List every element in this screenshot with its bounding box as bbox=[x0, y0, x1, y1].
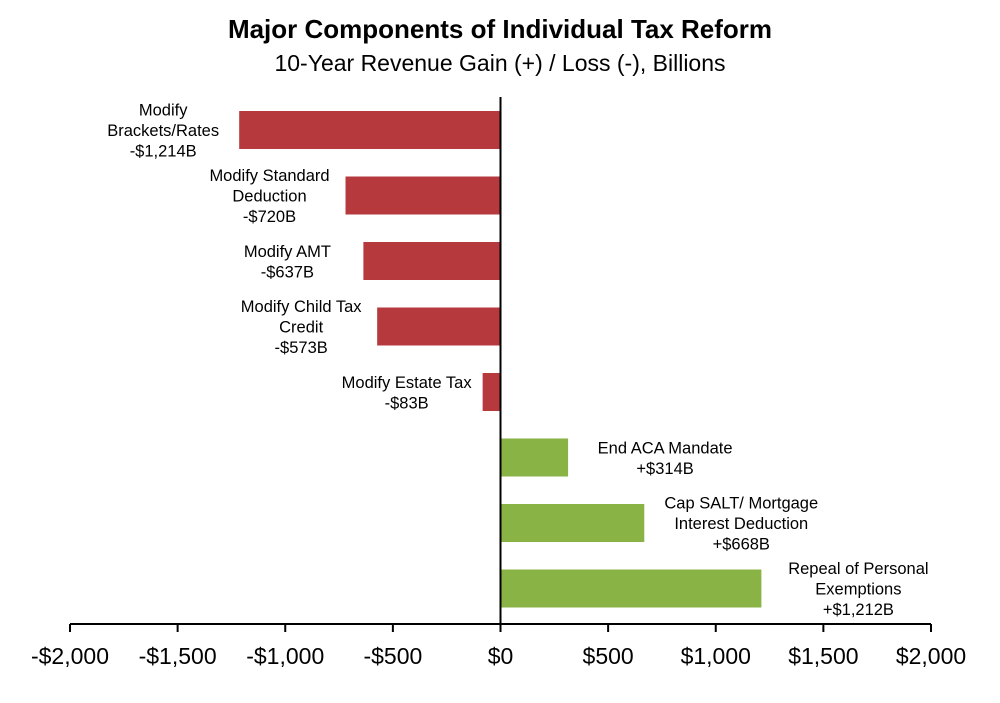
x-tick-label-2: -$1,000 bbox=[246, 643, 324, 669]
x-tick-label-6: $1,000 bbox=[681, 643, 751, 669]
bar-label-line: -$720B bbox=[243, 208, 296, 226]
bar-label-line: Deduction bbox=[232, 188, 306, 206]
bar-label-5: End ACA Mandate +$314B bbox=[598, 439, 733, 478]
x-axis: -$2,000 -$1,500 -$1,000 -$500 $0 $500 $1,000 $1… bbox=[31, 97, 966, 669]
bar-label-line: Exemptions bbox=[815, 581, 901, 599]
bar-5 bbox=[500, 438, 569, 477]
bar-label-line: Modify Child Tax bbox=[241, 298, 362, 316]
bar-label-4: Modify Estate Tax -$83B bbox=[342, 374, 473, 413]
bar-label-line: Repeal of Personal bbox=[788, 560, 928, 578]
bar-label-7: Repeal of Personal Exemptions +$1,212B bbox=[788, 560, 928, 619]
bar-label-3: Modify Child Tax Credit -$573B bbox=[241, 298, 362, 357]
bar-label-6: Cap SALT/ Mortgage Interest Deduction +$66… bbox=[664, 495, 818, 554]
bar-1 bbox=[345, 176, 501, 215]
x-tick-label-4: $0 bbox=[488, 643, 514, 669]
bar-label-line: +$314B bbox=[636, 460, 693, 478]
bar-4 bbox=[482, 373, 501, 411]
bar-label-line: End ACA Mandate bbox=[598, 439, 733, 457]
bar-label-line: +$668B bbox=[713, 536, 770, 554]
x-tick-label-5: $500 bbox=[583, 643, 634, 669]
bar-label-line: Modify AMT bbox=[244, 243, 331, 261]
bar-6 bbox=[500, 504, 645, 542]
bar-label-line: Cap SALT/ Mortgage bbox=[664, 495, 818, 513]
bar-labels-layer: Modify Brackets/Rates -$1,214B Modify Stand… bbox=[107, 102, 928, 620]
bar-2 bbox=[363, 242, 501, 280]
bars-layer bbox=[239, 111, 762, 608]
bar-3 bbox=[377, 307, 501, 346]
bar-label-line: Modify Estate Tax bbox=[342, 374, 473, 392]
bar-label-2: Modify AMT -$637B bbox=[244, 243, 331, 282]
x-tick-label-8: $2,000 bbox=[896, 643, 966, 669]
bar-label-0: Modify Brackets/Rates -$1,214B bbox=[107, 102, 219, 161]
bar-7 bbox=[500, 569, 762, 608]
bar-label-1: Modify Standard Deduction -$720B bbox=[209, 167, 329, 226]
bar-label-line: Brackets/Rates bbox=[107, 122, 219, 140]
chart-title: Major Components of Individual Tax Refor… bbox=[227, 14, 773, 44]
bar-label-line: Credit bbox=[279, 319, 323, 337]
bar-label-line: -$637B bbox=[261, 263, 314, 281]
x-tick-label-0: -$2,000 bbox=[31, 643, 109, 669]
bar-label-line: +$1,212B bbox=[823, 601, 894, 619]
x-tick-label-7: $1,500 bbox=[788, 643, 858, 669]
bar-0 bbox=[239, 111, 501, 149]
bar-label-line: Modify Standard bbox=[209, 167, 329, 185]
x-tick-label-1: -$1,500 bbox=[139, 643, 217, 669]
chart-subtitle: 10-Year Revenue Gain (+) / Loss (-), Bil… bbox=[274, 50, 726, 76]
bar-label-line: Modify bbox=[139, 102, 188, 120]
bar-label-line: -$83B bbox=[385, 394, 429, 412]
bar-label-line: -$573B bbox=[275, 339, 328, 357]
bar-label-line: Interest Deduction bbox=[674, 515, 808, 533]
bar-label-line: -$1,214B bbox=[130, 143, 197, 161]
x-tick-label-3: -$500 bbox=[363, 643, 422, 669]
